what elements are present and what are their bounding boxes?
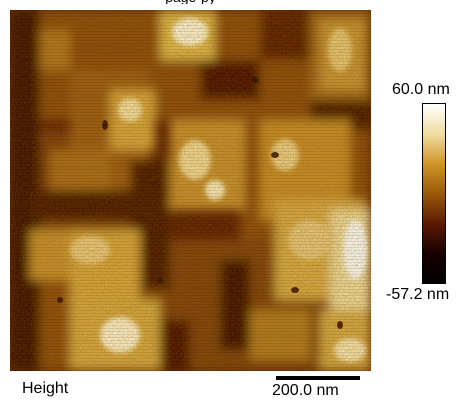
scale-bar	[276, 376, 360, 380]
height-colorbar	[422, 103, 446, 284]
colorbar-max-label: 60.0 nm	[392, 81, 450, 98]
channel-label: Height	[22, 380, 69, 397]
scale-bar-label: 200.0 nm	[272, 382, 339, 399]
afm-height-map	[10, 10, 371, 371]
colorbar-min-label: -57.2 nm	[386, 286, 450, 303]
top-caption: page-py	[10, 0, 371, 4]
